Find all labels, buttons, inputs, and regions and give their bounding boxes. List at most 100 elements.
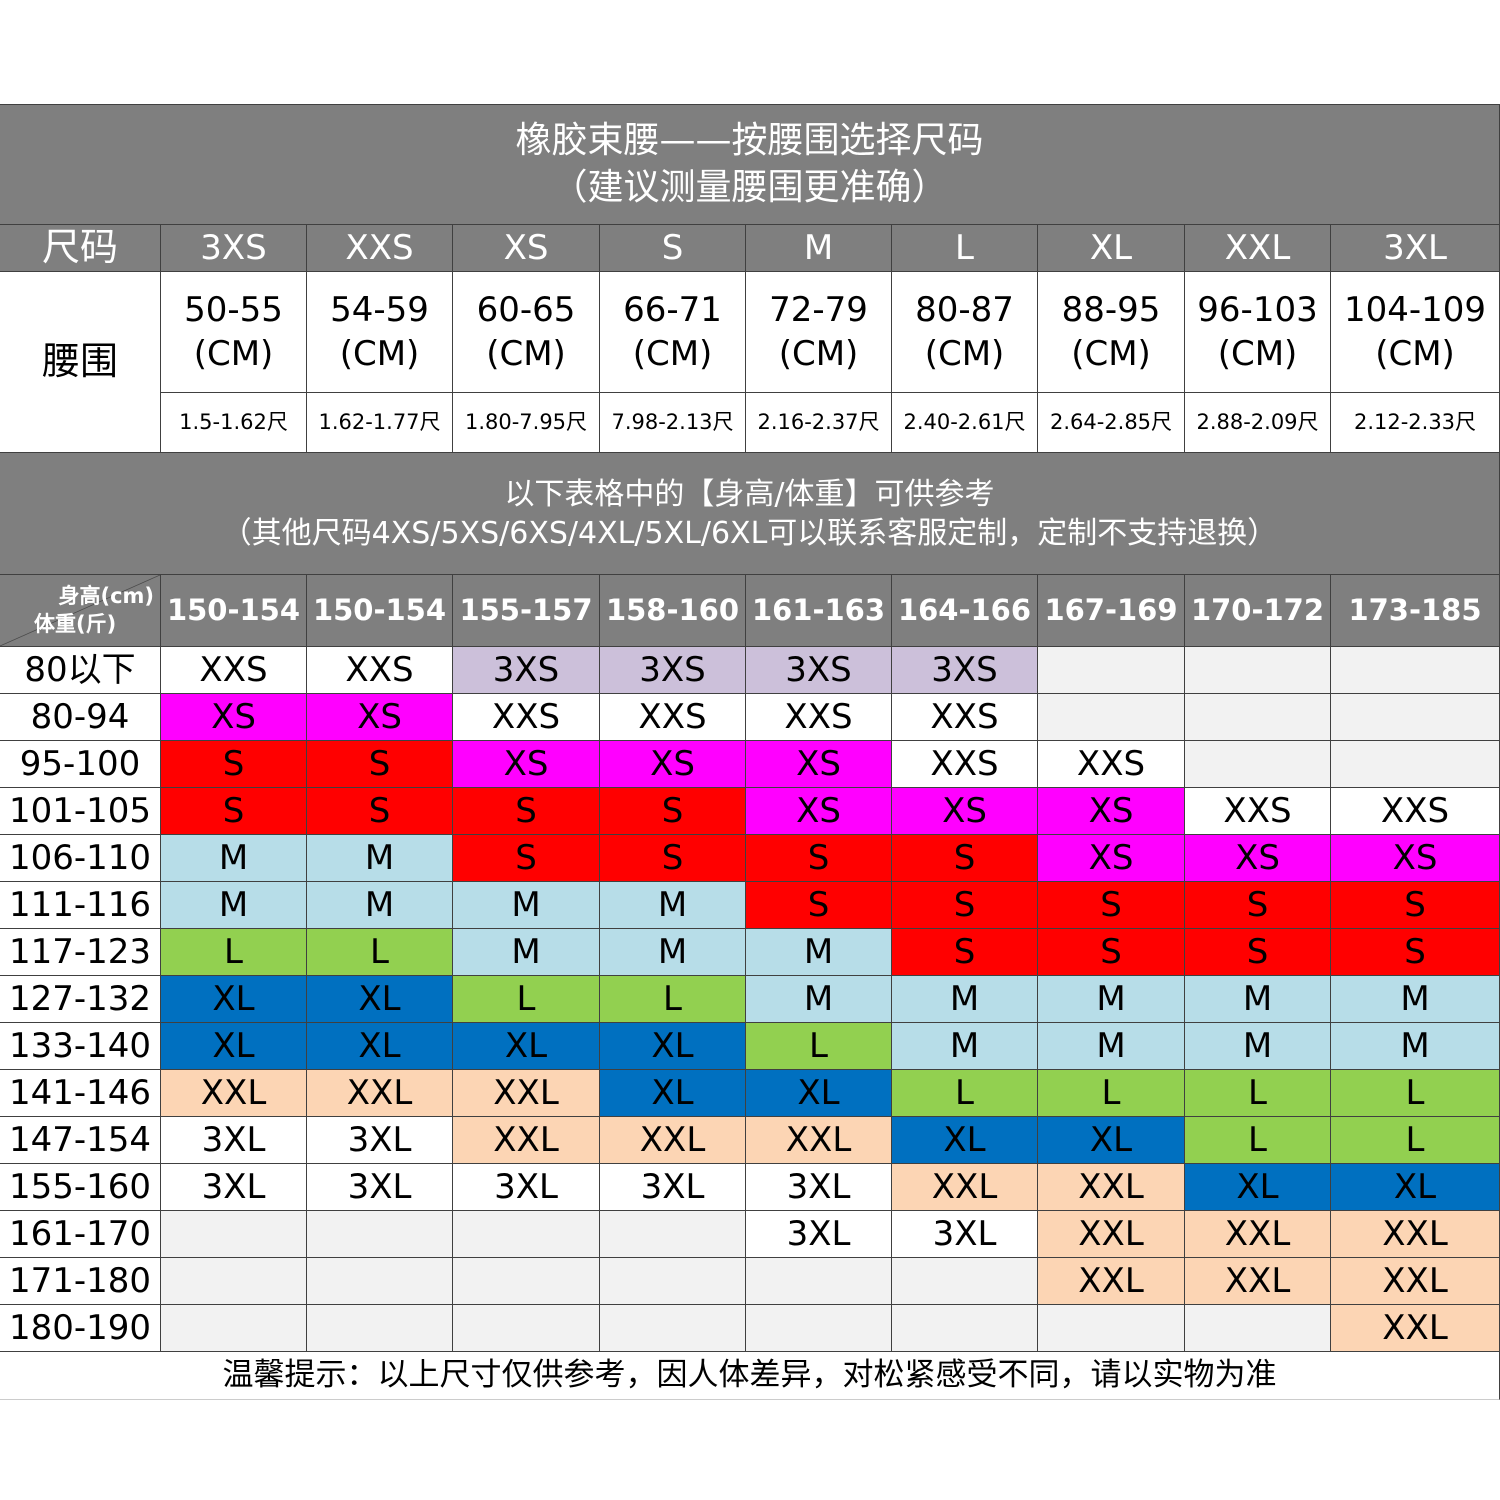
text: (CM)	[778, 334, 859, 374]
text: 155-157	[459, 592, 593, 627]
text: 3XL	[201, 1119, 266, 1160]
text: 2.16-2.37尺	[757, 409, 880, 434]
text: M	[803, 227, 834, 268]
text: XXL	[1224, 1260, 1291, 1301]
text: XXS	[638, 696, 707, 737]
text: (CM)	[632, 334, 713, 374]
text: XL	[358, 1025, 401, 1066]
waist-chi: 1.62-1.77尺	[307, 393, 453, 453]
size-cell: L	[307, 929, 453, 976]
size-cell: S	[600, 835, 746, 882]
size-cell: S	[161, 788, 307, 835]
size-cell: S	[307, 741, 453, 788]
size-cell: M	[307, 835, 453, 882]
size-cell	[892, 1305, 1038, 1352]
size-cell: M	[161, 835, 307, 882]
text: S	[1404, 931, 1426, 972]
text: 2.12-2.33尺	[1353, 409, 1477, 434]
size-cell: M	[453, 929, 600, 976]
text: S	[1100, 931, 1122, 972]
text: L	[1405, 1119, 1425, 1160]
weight: 80以下	[0, 647, 161, 694]
text: M	[364, 837, 395, 878]
text: L	[1248, 1119, 1267, 1160]
size-cell: 3XS	[892, 647, 1038, 694]
size-cell	[1185, 1305, 1331, 1352]
size-cell	[453, 1211, 600, 1258]
size-cell: XS	[746, 741, 892, 788]
text: XS	[1088, 837, 1134, 878]
waist-cm: 72-79 (CM)	[746, 272, 892, 393]
size-header: 3XL	[1331, 225, 1500, 272]
text: 101-105	[8, 790, 152, 831]
text: 3XL	[786, 1213, 851, 1254]
waist-cm: 66-71 (CM)	[600, 272, 746, 393]
size-cell: XL	[600, 1070, 746, 1117]
text: XXS	[1223, 790, 1292, 831]
size-cell: L	[600, 976, 746, 1023]
size-cell	[1038, 694, 1185, 741]
text: XXS	[1380, 790, 1450, 831]
text: 3XL	[347, 1119, 412, 1160]
text: 106-110	[8, 837, 152, 878]
text: XL	[943, 1119, 986, 1160]
weight: 161-170	[0, 1211, 161, 1258]
text: XL	[797, 1072, 840, 1113]
text: M	[1242, 1025, 1273, 1066]
waist-chi: 1.5-1.62尺	[161, 393, 307, 453]
text: 141-146	[8, 1072, 152, 1113]
text: L	[809, 1025, 828, 1066]
text: 80以下	[24, 649, 136, 690]
text: XS	[796, 743, 841, 784]
size-cell	[453, 1305, 600, 1352]
text: S	[515, 790, 537, 831]
size-cell: L	[892, 1070, 1038, 1117]
text: L	[224, 931, 243, 972]
size-cell: XXS	[600, 694, 746, 741]
weight: 127-132	[0, 976, 161, 1023]
text: S	[661, 837, 684, 878]
text: XL	[212, 978, 255, 1019]
text: S	[1246, 884, 1269, 925]
text: S	[661, 227, 684, 268]
waist-chi: 7.98-2.13尺	[600, 393, 746, 453]
waist-chi: 2.16-2.37尺	[746, 393, 892, 453]
text: XL	[504, 1025, 548, 1066]
text: XS	[942, 790, 987, 831]
size-cell: XXL	[1185, 1258, 1331, 1305]
footer: 温馨提示：以上尺寸仅供参考，因人体差异，对松紧感受不同，请以实物为准	[0, 1352, 1500, 1400]
weight: 171-180	[0, 1258, 161, 1305]
size-cell: L	[161, 929, 307, 976]
text: XXL	[1224, 227, 1291, 268]
text: XXL	[639, 1119, 706, 1160]
size-cell	[161, 1258, 307, 1305]
text: XXS	[491, 696, 561, 737]
size-cell	[600, 1211, 746, 1258]
size-cell: 3XL	[892, 1211, 1038, 1258]
text: S	[807, 837, 830, 878]
size-cell: XL	[746, 1070, 892, 1117]
size-cell: M	[600, 882, 746, 929]
size-cell: S	[892, 929, 1038, 976]
text: XXS	[345, 227, 414, 268]
text: M	[511, 884, 541, 925]
text: S	[1246, 931, 1269, 972]
text: 95-100	[19, 743, 141, 784]
waist-cm: 104-109 (CM)	[1331, 272, 1500, 393]
corner: 身高(cm) 体重(斤)	[0, 575, 161, 647]
size-cell: S	[161, 741, 307, 788]
text: 体重(斤)	[34, 611, 117, 636]
size-cell: S	[453, 835, 600, 882]
size-cell: XS	[1038, 788, 1185, 835]
text: 66-71	[623, 289, 722, 330]
text: XXS	[1076, 743, 1146, 784]
size-cell: XXL	[746, 1117, 892, 1164]
text: 尺码	[41, 225, 118, 270]
text: 155-160	[8, 1166, 152, 1207]
waist-label: 腰围	[0, 272, 161, 453]
text: M	[949, 978, 980, 1019]
text: M	[1400, 1025, 1430, 1066]
size-cell: XXL	[453, 1117, 600, 1164]
size-cell	[746, 1305, 892, 1352]
size-cell: M	[746, 929, 892, 976]
